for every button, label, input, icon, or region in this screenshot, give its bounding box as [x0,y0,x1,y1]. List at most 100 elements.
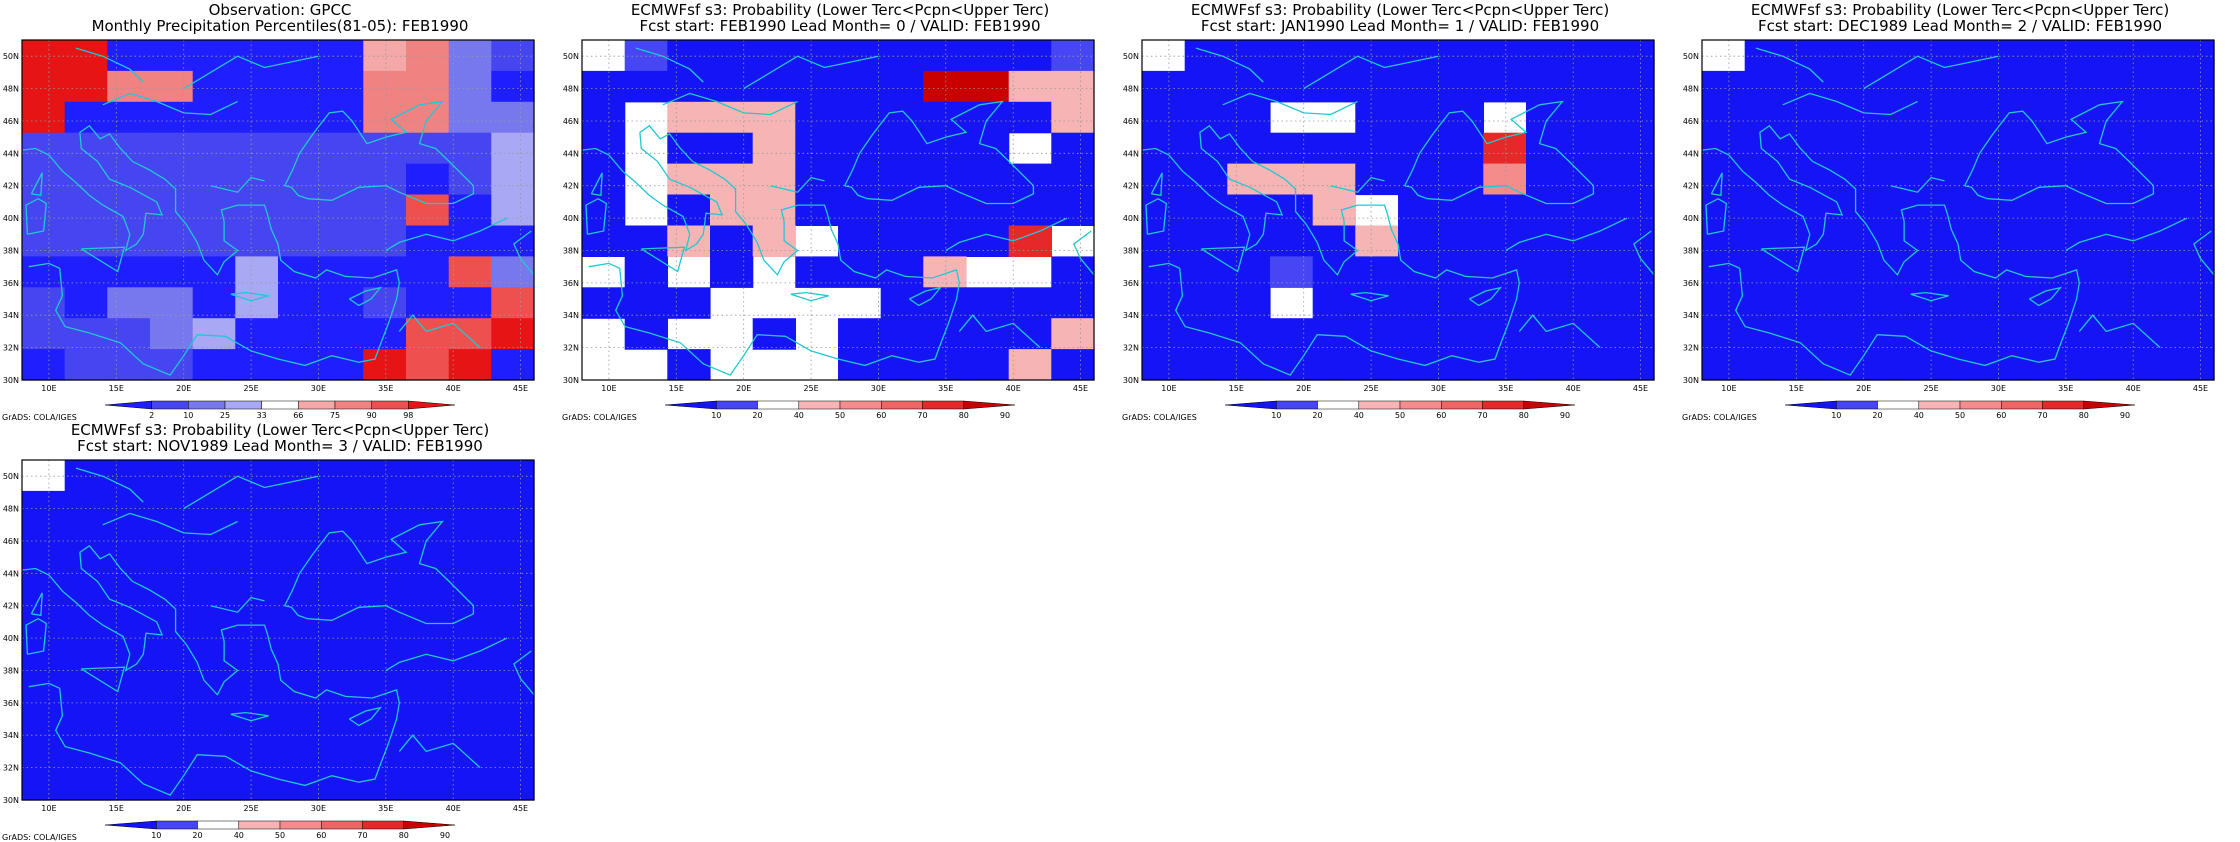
grid-cell [710,163,754,196]
grid-cell [1051,318,1095,350]
lat-tick-label: 32N [1683,344,1699,353]
grid-cell [582,194,626,226]
grid-cell [320,40,364,72]
grid-cell [320,583,364,616]
lat-tick-label: 36N [563,279,579,288]
grid-cell [1355,349,1399,381]
grid-cell [1958,70,2002,103]
colorbar-segment [1959,400,2002,410]
panel-title-line2: Fcst start: JAN1990 Lead Month= 1 / VALI… [1200,17,1600,35]
grid-cell [1958,318,2002,350]
grid-cell [192,70,236,103]
lon-tick-label: 45E [1073,384,1088,393]
coastline [1222,92,1358,116]
grid-cell [710,194,754,226]
grid-cell [1787,101,1831,134]
grid-cell [1958,287,2002,319]
grid-cell [448,490,492,523]
grid-cell [192,769,236,801]
grid-cell [1568,225,1612,257]
grid-cell [1008,225,1052,257]
grid-cell [966,194,1010,226]
grid-cell [2000,40,2044,72]
lon-tick-label: 25E [243,384,258,393]
colorbar-segment [2083,400,2136,410]
coastline [2078,314,2161,349]
grid-cell [1051,70,1095,103]
lat-tick-label: 50N [563,52,579,61]
grid-cell [1744,194,1788,226]
grid-cell [1958,163,2002,196]
panel-title-line1: ECMWFsf s3: Probability (Lower Terc<Pcpn… [630,1,1050,19]
grid-cell [491,460,535,492]
lat-tick-label: 38N [1683,247,1699,256]
grid-cell [2128,318,2172,350]
grid-cell [192,225,236,257]
colorbar-segment [963,400,1016,410]
grid-cell [1915,349,1959,381]
grid-cell [22,490,66,523]
colorbar-label: 60 [1436,411,1446,420]
grid-cell [1051,132,1095,165]
grid-cell [1787,287,1831,319]
grid-cell [22,614,66,646]
grads-credit: GrADS: COLA/IGES [1682,413,1757,422]
grid-cell [795,132,839,165]
colorbar-segment [716,400,758,410]
grid-cell [1270,225,1314,257]
lat-tick-label: 48N [3,505,19,514]
grid-cell [448,225,492,257]
grid-cell [1227,40,1271,72]
colorbar-segment [156,820,198,830]
grid-cell [1872,225,1916,257]
colorbar-label: 90 [1000,411,1010,420]
grid-cell [278,40,322,72]
colorbar: 10 20 40 50 60 70 80 90 [104,820,456,840]
grid-cell [1008,194,1052,226]
grid-cell [2086,287,2130,319]
coastline [30,172,43,197]
grid-cell [1142,318,1186,350]
grid-cell [838,40,882,72]
colorbar-segment [334,400,372,410]
grid-cell [2171,349,2215,381]
grid-cell [2000,194,2044,226]
grid-cell [1270,132,1314,165]
map-panel-lead0: ECMWFsf s3: Probability (Lower Terc<Pcpn… [560,0,1120,422]
map-panel-lead2: ECMWFsf s3: Probability (Lower Terc<Pcpn… [1680,0,2240,422]
coastline [2192,230,2215,276]
grid-cell [235,490,279,523]
grid-cell [2128,70,2172,103]
lat-tick-label: 36N [1123,279,1139,288]
grid-cell [448,349,492,381]
coastline [844,100,1035,205]
grid-cell [192,40,236,72]
colorbar-segment [104,400,152,410]
grid-cell [1312,70,1356,103]
grid-cell [1440,318,1484,350]
grid-cell [1915,318,1959,350]
grid-cell [710,225,754,257]
grid-cell [2171,194,2215,226]
grid-cell [2086,349,2130,381]
lat-tick-label: 34N [3,311,19,320]
grid-cell [406,163,450,196]
grid-cell [1398,287,1442,319]
grid-cell [64,287,108,319]
grid-cell [752,318,796,350]
lon-tick-label: 45E [1633,384,1648,393]
lat-tick-label: 42N [1123,182,1139,191]
grid-cell [448,769,492,801]
lat-tick-label: 32N [3,344,19,353]
lat-tick-label: 42N [563,182,579,191]
lat-tick-label: 50N [1123,52,1139,61]
colorbar-label: 33 [257,411,267,420]
grid-cell [1483,163,1527,196]
grid-cell [22,40,66,72]
grid-cell [448,707,492,739]
grid-cell [2128,349,2172,381]
grid-cell [667,349,711,381]
grid-cell [1744,318,1788,350]
grid-cell [278,583,322,616]
lon-tick-label: 25E [243,804,258,813]
